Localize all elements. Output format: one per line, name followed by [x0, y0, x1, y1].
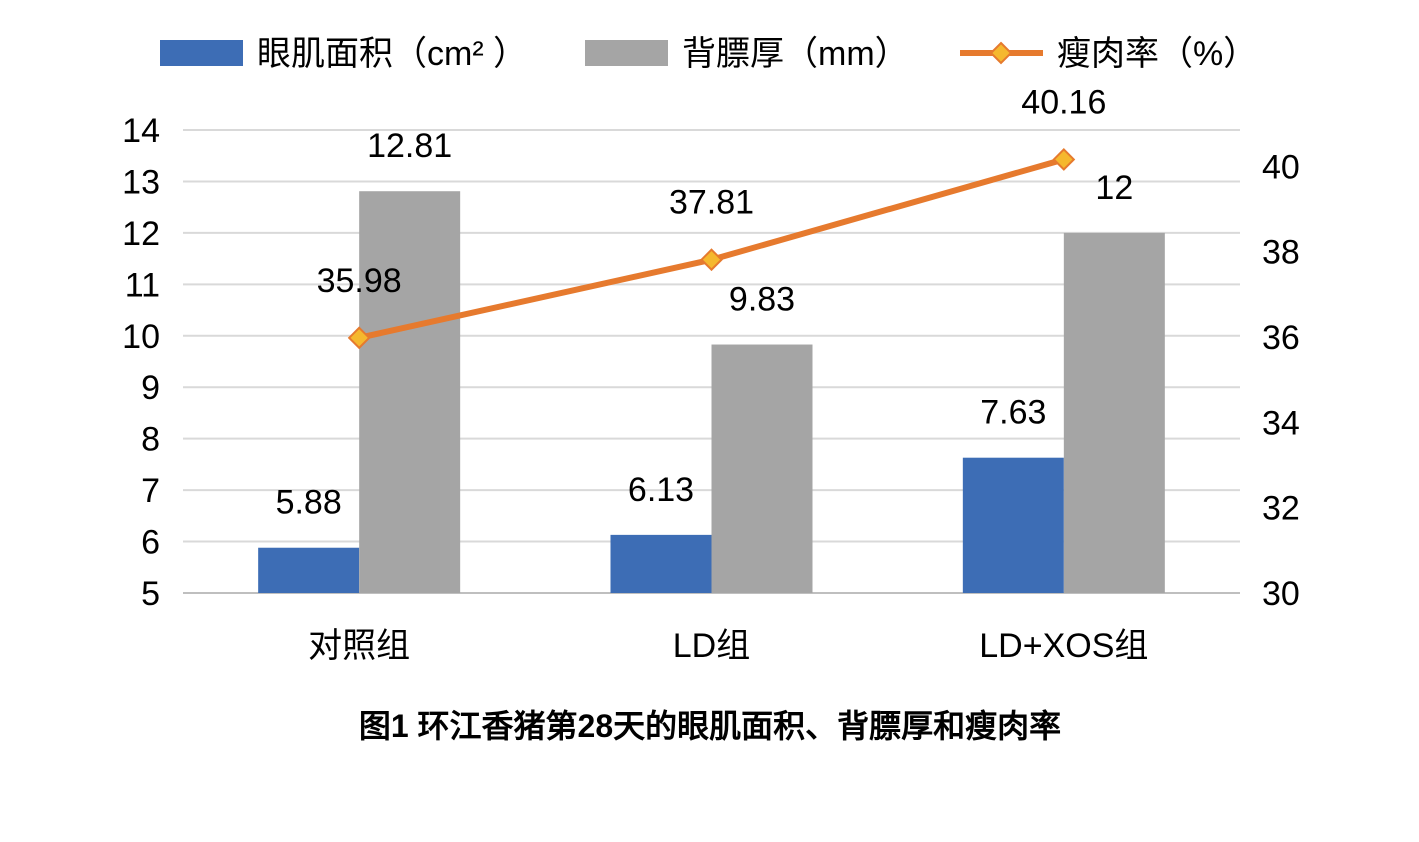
legend-label: 瘦肉率（%） [1057, 35, 1257, 73]
legend-swatch [160, 40, 243, 66]
line-data-label: 40.16 [1021, 83, 1106, 121]
left-tick-label: 10 [122, 318, 160, 356]
right-tick-label: 40 [1262, 148, 1300, 186]
left-tick-label: 8 [141, 421, 160, 459]
left-tick-label: 14 [122, 112, 160, 150]
legend-swatch [585, 40, 668, 66]
category-label: LD组 [673, 627, 750, 665]
legend: 眼肌面积（cm² ） 背膘厚（mm） 瘦肉率（%） [160, 35, 1257, 73]
category-axis: 对照组 LD组 LD+XOS组 [308, 627, 1148, 665]
category-label: 对照组 [308, 627, 410, 665]
left-tick-label: 6 [141, 524, 160, 562]
bar-data-label: 5.88 [276, 484, 342, 522]
left-tick-label: 7 [141, 472, 160, 510]
bar-eye-muscle-area [610, 534, 712, 593]
legend-label: 背膘厚（mm） [682, 35, 909, 73]
diamond-marker [1052, 148, 1076, 171]
left-tick-label: 11 [125, 266, 160, 304]
right-tick-label: 30 [1262, 575, 1300, 613]
bar-data-label: 9.83 [729, 281, 795, 319]
category-label: LD+XOS组 [979, 627, 1148, 665]
line-data-label: 37.81 [669, 184, 754, 222]
line-data-label: 35.98 [317, 262, 402, 300]
legend-label: 眼肌面积（cm² ） [257, 35, 527, 73]
chart-title: 图1 环江香猪第28天的眼肌面积、背膘厚和瘦肉率 [359, 708, 1061, 744]
line-series: 35.98 37.81 40.16 [317, 83, 1106, 350]
diamond-marker [700, 248, 723, 272]
bar-eye-muscle-area [258, 547, 360, 593]
left-tick-label: 5 [141, 575, 160, 613]
right-axis: 30 32 34 36 38 40 [1262, 148, 1300, 613]
left-tick-label: 12 [122, 215, 160, 253]
bar-backfat-thickness [359, 191, 461, 594]
diamond-marker [347, 326, 371, 350]
bar-data-label: 12.81 [367, 127, 452, 165]
right-tick-label: 34 [1262, 404, 1300, 442]
right-tick-label: 38 [1262, 234, 1300, 272]
right-tick-label: 32 [1262, 490, 1300, 528]
bar-backfat-thickness [1063, 232, 1165, 593]
left-tick-label: 13 [122, 163, 160, 201]
left-tick-label: 9 [141, 369, 160, 407]
bar-data-label: 7.63 [980, 394, 1046, 432]
left-axis: 5 6 7 8 9 10 11 12 13 14 [122, 112, 160, 613]
bar-data-label: 12 [1095, 169, 1133, 207]
right-tick-label: 36 [1262, 319, 1300, 357]
bar-backfat-thickness [711, 344, 813, 593]
bar-data-label: 6.13 [628, 471, 694, 509]
bar-eye-muscle-area [962, 457, 1064, 593]
legend-diamond-icon [989, 41, 1013, 65]
bars: 5.88 12.81 6.13 9.83 7.63 12 [258, 127, 1165, 594]
